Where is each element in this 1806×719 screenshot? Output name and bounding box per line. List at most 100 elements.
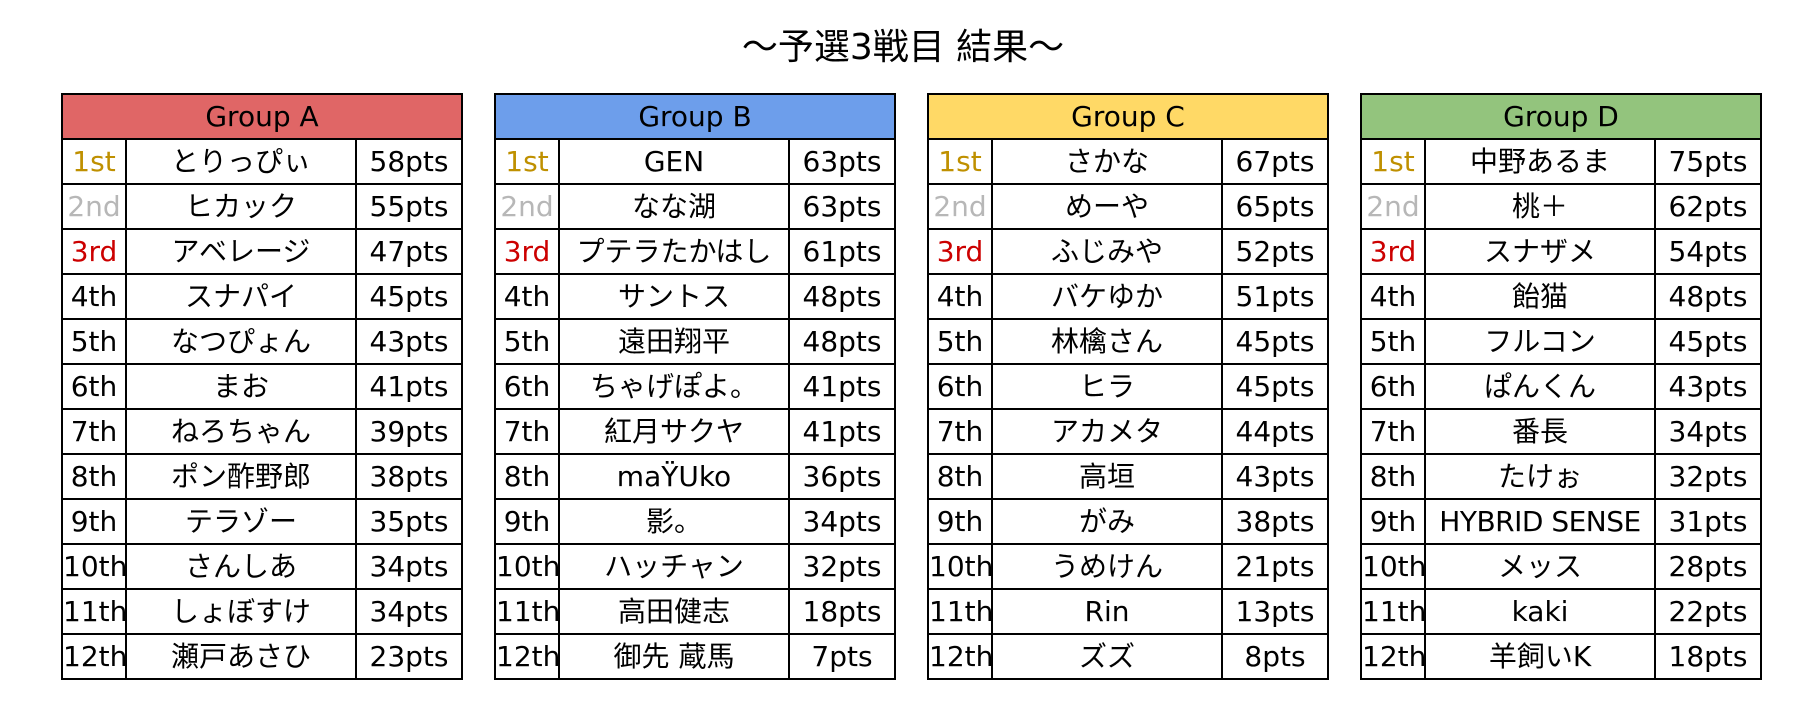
- rank-cell: 6th: [1360, 363, 1426, 410]
- player-name-cell: めーや: [991, 183, 1223, 230]
- rank-cell: 11th: [61, 588, 127, 635]
- rank-cell: 7th: [1360, 408, 1426, 455]
- table-row: 10th ハッチャン 32pts: [494, 543, 896, 590]
- points-cell: 63pts: [788, 183, 896, 230]
- points-cell: 32pts: [1653, 453, 1763, 500]
- rank-cell: 4th: [61, 273, 127, 320]
- player-name-cell: たけぉ: [1424, 453, 1656, 500]
- rank-cell: 5th: [494, 318, 560, 365]
- rank-cell: 9th: [927, 498, 993, 545]
- player-name-cell: 遠田翔平: [558, 318, 790, 365]
- player-name-cell: がみ: [991, 498, 1223, 545]
- rank-cell: 10th: [61, 543, 127, 590]
- player-name-cell: メッス: [1424, 543, 1656, 590]
- player-name-cell: 番長: [1424, 408, 1656, 455]
- rank-cell: 5th: [1360, 318, 1426, 365]
- table-row: 1st 中野あるま 75pts: [1360, 138, 1763, 185]
- rank-cell: 12th: [1360, 633, 1426, 680]
- table-row: 10th さんしあ 34pts: [61, 543, 463, 590]
- table-row: 11th しょぼすけ 34pts: [61, 588, 463, 635]
- table-row: 10th うめけん 21pts: [927, 543, 1330, 590]
- table-row: 2nd めーや 65pts: [927, 183, 1330, 230]
- rank-cell: 1st: [494, 138, 560, 185]
- group-b-table: Group B 1st GEN 63pts 2nd なな湖 63pts 3rd プテラたかはし…: [494, 93, 896, 680]
- table-row: 4th 飴猫 48pts: [1360, 273, 1763, 320]
- player-name-cell: フルコン: [1424, 318, 1656, 365]
- player-name-cell: バケゆか: [991, 273, 1223, 320]
- player-name-cell: とりっぴぃ: [125, 138, 357, 185]
- points-cell: 35pts: [355, 498, 463, 545]
- table-row: 5th 遠田翔平 48pts: [494, 318, 896, 365]
- points-cell: 45pts: [1653, 318, 1763, 365]
- player-name-cell: サントス: [558, 273, 790, 320]
- rank-cell: 3rd: [494, 228, 560, 275]
- points-cell: 21pts: [1220, 543, 1330, 590]
- table-row: 9th テラゾー 35pts: [61, 498, 463, 545]
- rank-cell: 5th: [927, 318, 993, 365]
- table-row: 7th 番長 34pts: [1360, 408, 1763, 455]
- points-cell: 45pts: [1220, 363, 1330, 410]
- points-cell: 45pts: [1220, 318, 1330, 365]
- table-row: 2nd 桃＋ 62pts: [1360, 183, 1763, 230]
- table-row: 3rd アベレージ 47pts: [61, 228, 463, 275]
- player-name-cell: ぱんくん: [1424, 363, 1656, 410]
- player-name-cell: スナパイ: [125, 273, 357, 320]
- points-cell: 38pts: [1220, 498, 1330, 545]
- points-cell: 61pts: [788, 228, 896, 275]
- player-name-cell: なな湖: [558, 183, 790, 230]
- rank-cell: 7th: [61, 408, 127, 455]
- player-name-cell: なつぴょん: [125, 318, 357, 365]
- player-name-cell: うめけん: [991, 543, 1223, 590]
- rank-cell: 10th: [927, 543, 993, 590]
- player-name-cell: HYBRID SENSE: [1424, 498, 1656, 545]
- rank-cell: 6th: [494, 363, 560, 410]
- rank-cell: 9th: [494, 498, 560, 545]
- rank-cell: 10th: [494, 543, 560, 590]
- points-cell: 23pts: [355, 633, 463, 680]
- table-row: 4th スナパイ 45pts: [61, 273, 463, 320]
- points-cell: 34pts: [355, 588, 463, 635]
- points-cell: 31pts: [1653, 498, 1763, 545]
- group-d-header: Group D: [1359, 93, 1763, 140]
- points-cell: 7pts: [788, 633, 896, 680]
- points-cell: 13pts: [1220, 588, 1330, 635]
- rank-cell: 6th: [61, 363, 127, 410]
- player-name-cell: ズズ: [991, 633, 1223, 680]
- table-row: 9th がみ 38pts: [927, 498, 1330, 545]
- points-cell: 41pts: [355, 363, 463, 410]
- player-name-cell: 林檎さん: [991, 318, 1223, 365]
- player-name-cell: ねろちゃん: [125, 408, 357, 455]
- table-row: 3rd ふじみや 52pts: [927, 228, 1330, 275]
- table-row: 8th 高垣 43pts: [927, 453, 1330, 500]
- table-row: 6th ちゃげぽよ。 41pts: [494, 363, 896, 410]
- table-row: 1st とりっぴぃ 58pts: [61, 138, 463, 185]
- points-cell: 41pts: [788, 408, 896, 455]
- table-row: 12th 御先 蔵馬 7pts: [494, 633, 896, 680]
- rank-cell: 4th: [927, 273, 993, 320]
- table-row: 10th メッス 28pts: [1360, 543, 1763, 590]
- table-row: 11th 高田健志 18pts: [494, 588, 896, 635]
- points-cell: 32pts: [788, 543, 896, 590]
- points-cell: 48pts: [788, 318, 896, 365]
- rank-cell: 2nd: [927, 183, 993, 230]
- table-row: 5th 林檎さん 45pts: [927, 318, 1330, 365]
- player-name-cell: スナザメ: [1424, 228, 1656, 275]
- group-c-table: Group C 1st さかな 67pts 2nd めーや 65pts 3rd ふじみや 52p…: [926, 93, 1330, 680]
- points-cell: 67pts: [1220, 138, 1330, 185]
- rank-cell: 11th: [927, 588, 993, 635]
- points-cell: 43pts: [1220, 453, 1330, 500]
- points-cell: 51pts: [1220, 273, 1330, 320]
- rank-cell: 3rd: [61, 228, 127, 275]
- rank-cell: 8th: [1360, 453, 1426, 500]
- points-cell: 48pts: [788, 273, 896, 320]
- points-cell: 44pts: [1220, 408, 1330, 455]
- points-cell: 34pts: [788, 498, 896, 545]
- table-row: 8th ポン酢野郎 38pts: [61, 453, 463, 500]
- points-cell: 48pts: [1653, 273, 1763, 320]
- rank-cell: 4th: [494, 273, 560, 320]
- rank-cell: 10th: [1360, 543, 1426, 590]
- points-cell: 43pts: [1653, 363, 1763, 410]
- points-cell: 43pts: [355, 318, 463, 365]
- table-row: 7th アカメタ 44pts: [927, 408, 1330, 455]
- table-row: 6th まお 41pts: [61, 363, 463, 410]
